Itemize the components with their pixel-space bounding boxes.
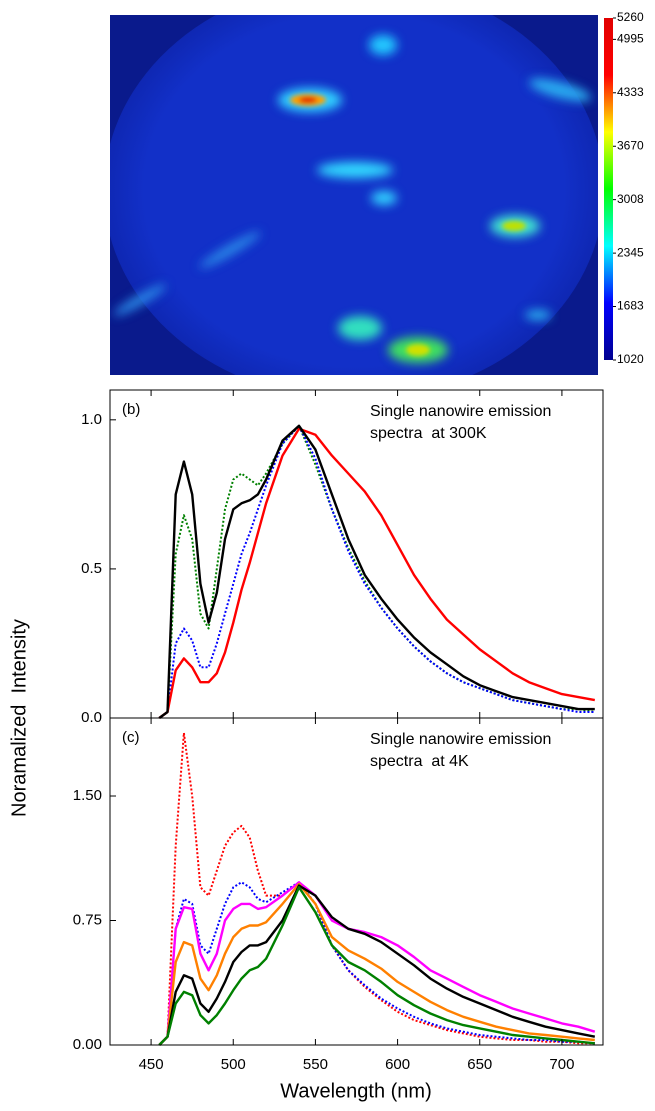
colorbar-tick-label: 1020 — [617, 352, 644, 366]
panel-label: (b) — [122, 401, 140, 418]
colorbar-tick-label: 3670 — [617, 138, 644, 152]
y-tick-label: 1.0 — [81, 411, 102, 428]
spectrum-line — [158, 424, 595, 719]
x-tick-label: 600 — [385, 1056, 410, 1073]
spectrum-line — [158, 886, 595, 1046]
x-axis-label: Wavelength (nm) — [280, 1080, 432, 1102]
y-tick-label: 0.0 — [81, 709, 102, 726]
y-tick-label: 0.00 — [73, 1036, 102, 1053]
y-axis-label: Noramalized Intensity — [8, 619, 30, 817]
x-tick-label: 500 — [221, 1056, 246, 1073]
annotation: spectra at 4K — [370, 753, 469, 770]
colorbar: 5260 4995 4333 3670 3008 2345 1683 1020 — [604, 10, 644, 366]
annotation: spectra at 300K — [370, 425, 487, 442]
annotation: Single nanowire emission — [370, 403, 551, 420]
y-tick-label: 0.5 — [81, 560, 102, 577]
spectrum-line — [158, 731, 595, 1046]
plot-frame — [109, 389, 604, 719]
spectrum-line — [158, 424, 595, 719]
x-tick-label: 550 — [303, 1056, 328, 1073]
x-tick-label: 650 — [467, 1056, 492, 1073]
colorbar-tick-label: 3008 — [617, 192, 644, 206]
spectrum-line — [158, 424, 595, 719]
y-tick-label: 1.50 — [73, 787, 102, 804]
spectrum-line — [158, 882, 595, 1046]
spectrum-line — [158, 427, 596, 719]
plot-frame — [109, 717, 604, 1046]
nanowire-image — [110, 15, 598, 375]
spectrum-line — [158, 881, 595, 1046]
panel-label: (c) — [122, 729, 140, 746]
colorbar-scale — [604, 18, 613, 360]
colorbar-tick-label: 5260 — [617, 10, 644, 24]
colorbar-tick-label: 2345 — [617, 245, 644, 259]
colorbar-tick-label: 1683 — [617, 299, 644, 313]
x-tick-label: 700 — [549, 1056, 574, 1073]
annotation: Single nanowire emission — [370, 731, 551, 748]
colorbar-tick-label: 4333 — [617, 85, 644, 99]
y-tick-label: 0.75 — [73, 911, 102, 928]
x-tick-label: 450 — [139, 1056, 164, 1073]
colorbar-tick-label: 4995 — [617, 32, 644, 46]
spectrum-line — [158, 884, 596, 1046]
